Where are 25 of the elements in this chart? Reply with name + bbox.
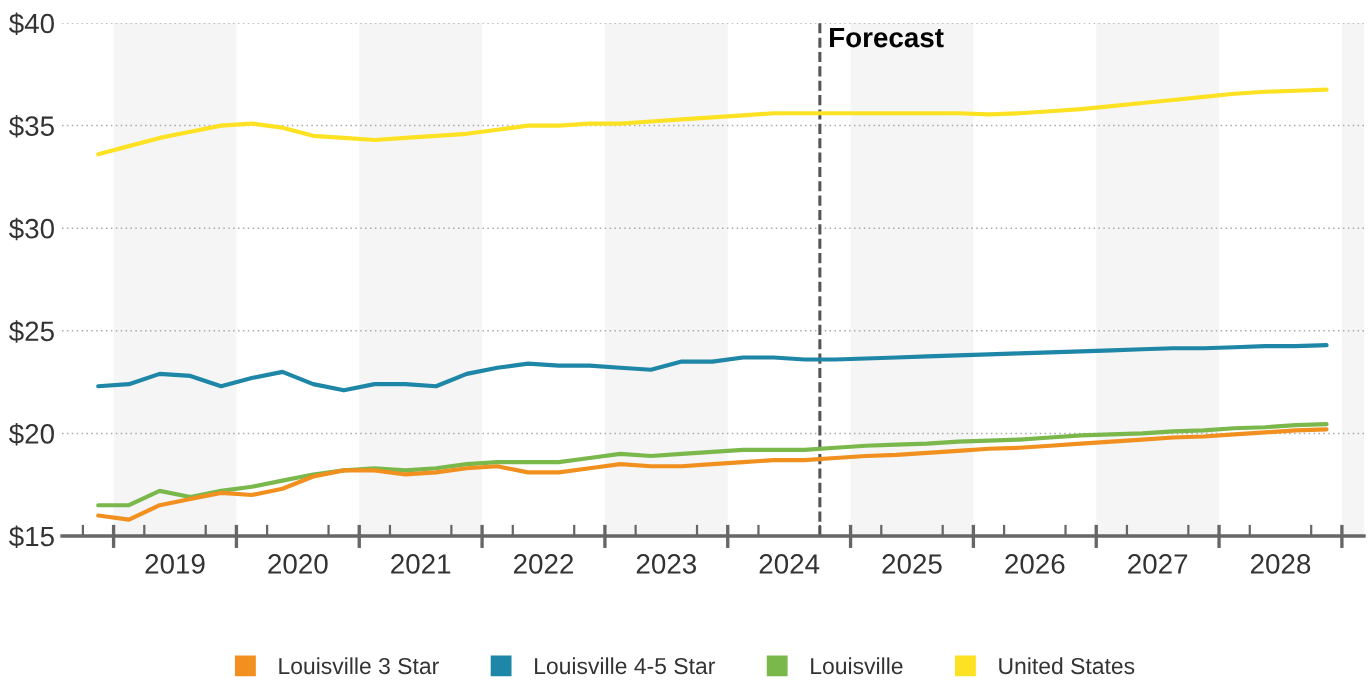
x-tick-label: 2025 [882,554,942,574]
y-tick-label: $40 [9,12,54,35]
y-tick-label: $35 [9,115,54,138]
line-series [96,427,1329,522]
x-tick-label: 2020 [268,554,328,574]
x-tick-label: 2022 [514,554,573,574]
x-tick-label: 2019 [145,554,205,574]
x-tick-label: 2028 [1250,554,1311,574]
y-tick-label: $30 [9,217,54,241]
legend-label: Louisville 3 Star [279,657,439,675]
legend-label: Louisville 4-5 Star [535,657,715,675]
x-tick-label: 2024 [759,554,820,574]
x-tick-label: 2027 [1128,554,1188,574]
line-series [96,422,1329,508]
y-tick-label: $20 [9,422,54,446]
y-tick-label: $15 [9,525,54,548]
legend-label: Louisville [811,657,903,675]
x-tick-label: 2021 [391,554,451,574]
x-tick-label: 2023 [636,554,696,574]
ref-line-label: Forecast [830,28,944,48]
x-tick-label: 2026 [1005,554,1065,574]
y-tick-label: $25 [9,320,54,343]
line-series [96,343,1329,393]
line-series [96,87,1329,157]
legend-label: United States [999,657,1135,675]
